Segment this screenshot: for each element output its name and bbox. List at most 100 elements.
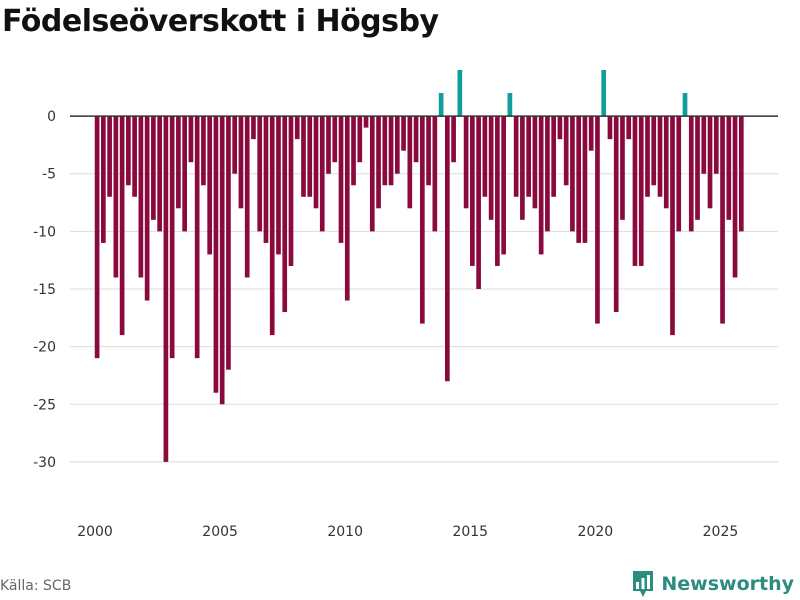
bar — [244, 116, 250, 278]
bar — [738, 116, 744, 232]
bar — [438, 93, 444, 117]
x-tick-label: 2010 — [327, 524, 363, 540]
bar — [132, 116, 137, 197]
bar — [676, 116, 682, 232]
bar — [526, 116, 531, 197]
bar — [595, 116, 600, 324]
bar — [726, 116, 732, 220]
bar — [476, 116, 481, 290]
bar — [382, 116, 388, 186]
bar — [126, 116, 131, 186]
bar — [663, 116, 669, 209]
y-tick-label: -20 — [33, 340, 56, 356]
chart-title: Födelseöverskott i Högsby — [2, 4, 439, 39]
bar-chart-logo-icon — [633, 571, 654, 597]
bar — [219, 116, 225, 405]
bar — [613, 116, 619, 313]
bar — [707, 116, 713, 209]
bar — [682, 93, 688, 117]
x-tick-label: 2005 — [202, 524, 238, 540]
bar — [344, 116, 350, 301]
bar — [294, 116, 300, 140]
bar — [157, 116, 162, 232]
bar — [269, 116, 275, 336]
bar — [432, 116, 438, 232]
bar — [532, 116, 538, 209]
bar — [307, 116, 313, 197]
bar — [176, 116, 181, 209]
bar — [313, 116, 319, 209]
bar — [107, 116, 112, 197]
bar — [201, 116, 206, 186]
bar — [388, 116, 394, 186]
source-note: Källa: SCB — [0, 578, 72, 594]
bar — [513, 116, 519, 197]
bar — [326, 116, 331, 174]
bar — [551, 116, 557, 197]
bar — [651, 116, 657, 186]
bar — [695, 116, 700, 220]
bar — [626, 116, 632, 140]
bar — [601, 70, 607, 117]
bar — [588, 116, 594, 151]
bar — [251, 116, 256, 140]
bar — [670, 116, 675, 336]
bar — [94, 116, 100, 359]
brand-name: Newsworthy — [661, 573, 794, 595]
bar — [470, 116, 475, 266]
bar — [338, 116, 344, 243]
bar — [282, 116, 288, 313]
bar — [457, 70, 463, 117]
bar — [288, 116, 294, 266]
bar — [620, 116, 625, 220]
bar — [570, 116, 575, 232]
bar — [720, 116, 725, 324]
bar — [263, 116, 269, 243]
y-tick-label: -5 — [42, 167, 56, 183]
bar — [188, 116, 194, 163]
y-tick-label: -30 — [33, 455, 56, 471]
bar — [182, 116, 188, 232]
bar — [657, 116, 663, 197]
bar — [538, 116, 544, 255]
bar — [688, 116, 694, 232]
newsworthy-logo[interactable]: Newsworthy — [631, 569, 794, 599]
bar — [482, 116, 488, 197]
bar — [732, 116, 738, 278]
bar — [520, 116, 525, 220]
bar — [451, 116, 456, 163]
bar — [351, 116, 356, 186]
y-tick-label: -25 — [33, 397, 56, 413]
bar — [369, 116, 375, 232]
y-tick-label: -15 — [33, 282, 56, 298]
bar — [101, 116, 106, 243]
bar — [163, 116, 169, 462]
bar — [444, 116, 450, 382]
bar — [638, 116, 644, 266]
y-tick-label: 0 — [47, 109, 56, 125]
x-tick-label: 2025 — [703, 524, 739, 540]
bars-layer — [94, 70, 744, 462]
bar — [407, 116, 413, 209]
bar — [582, 116, 588, 243]
bar — [394, 116, 400, 174]
bar — [545, 116, 550, 232]
x-axis-labels: 2000 2005 2010 2015 2020 2025 — [77, 524, 738, 540]
bar — [332, 116, 338, 163]
bar — [194, 116, 200, 359]
bar — [557, 116, 563, 140]
bar — [607, 116, 613, 140]
bar — [713, 116, 719, 174]
bar — [563, 116, 569, 186]
y-tick-label: -10 — [33, 224, 56, 240]
bar — [701, 116, 707, 174]
x-tick-label: 2020 — [578, 524, 614, 540]
bar — [119, 116, 125, 336]
bar — [419, 116, 425, 324]
bar — [151, 116, 156, 220]
bar — [257, 116, 263, 232]
bar — [357, 116, 363, 163]
bar — [207, 116, 213, 255]
bar — [276, 116, 281, 255]
